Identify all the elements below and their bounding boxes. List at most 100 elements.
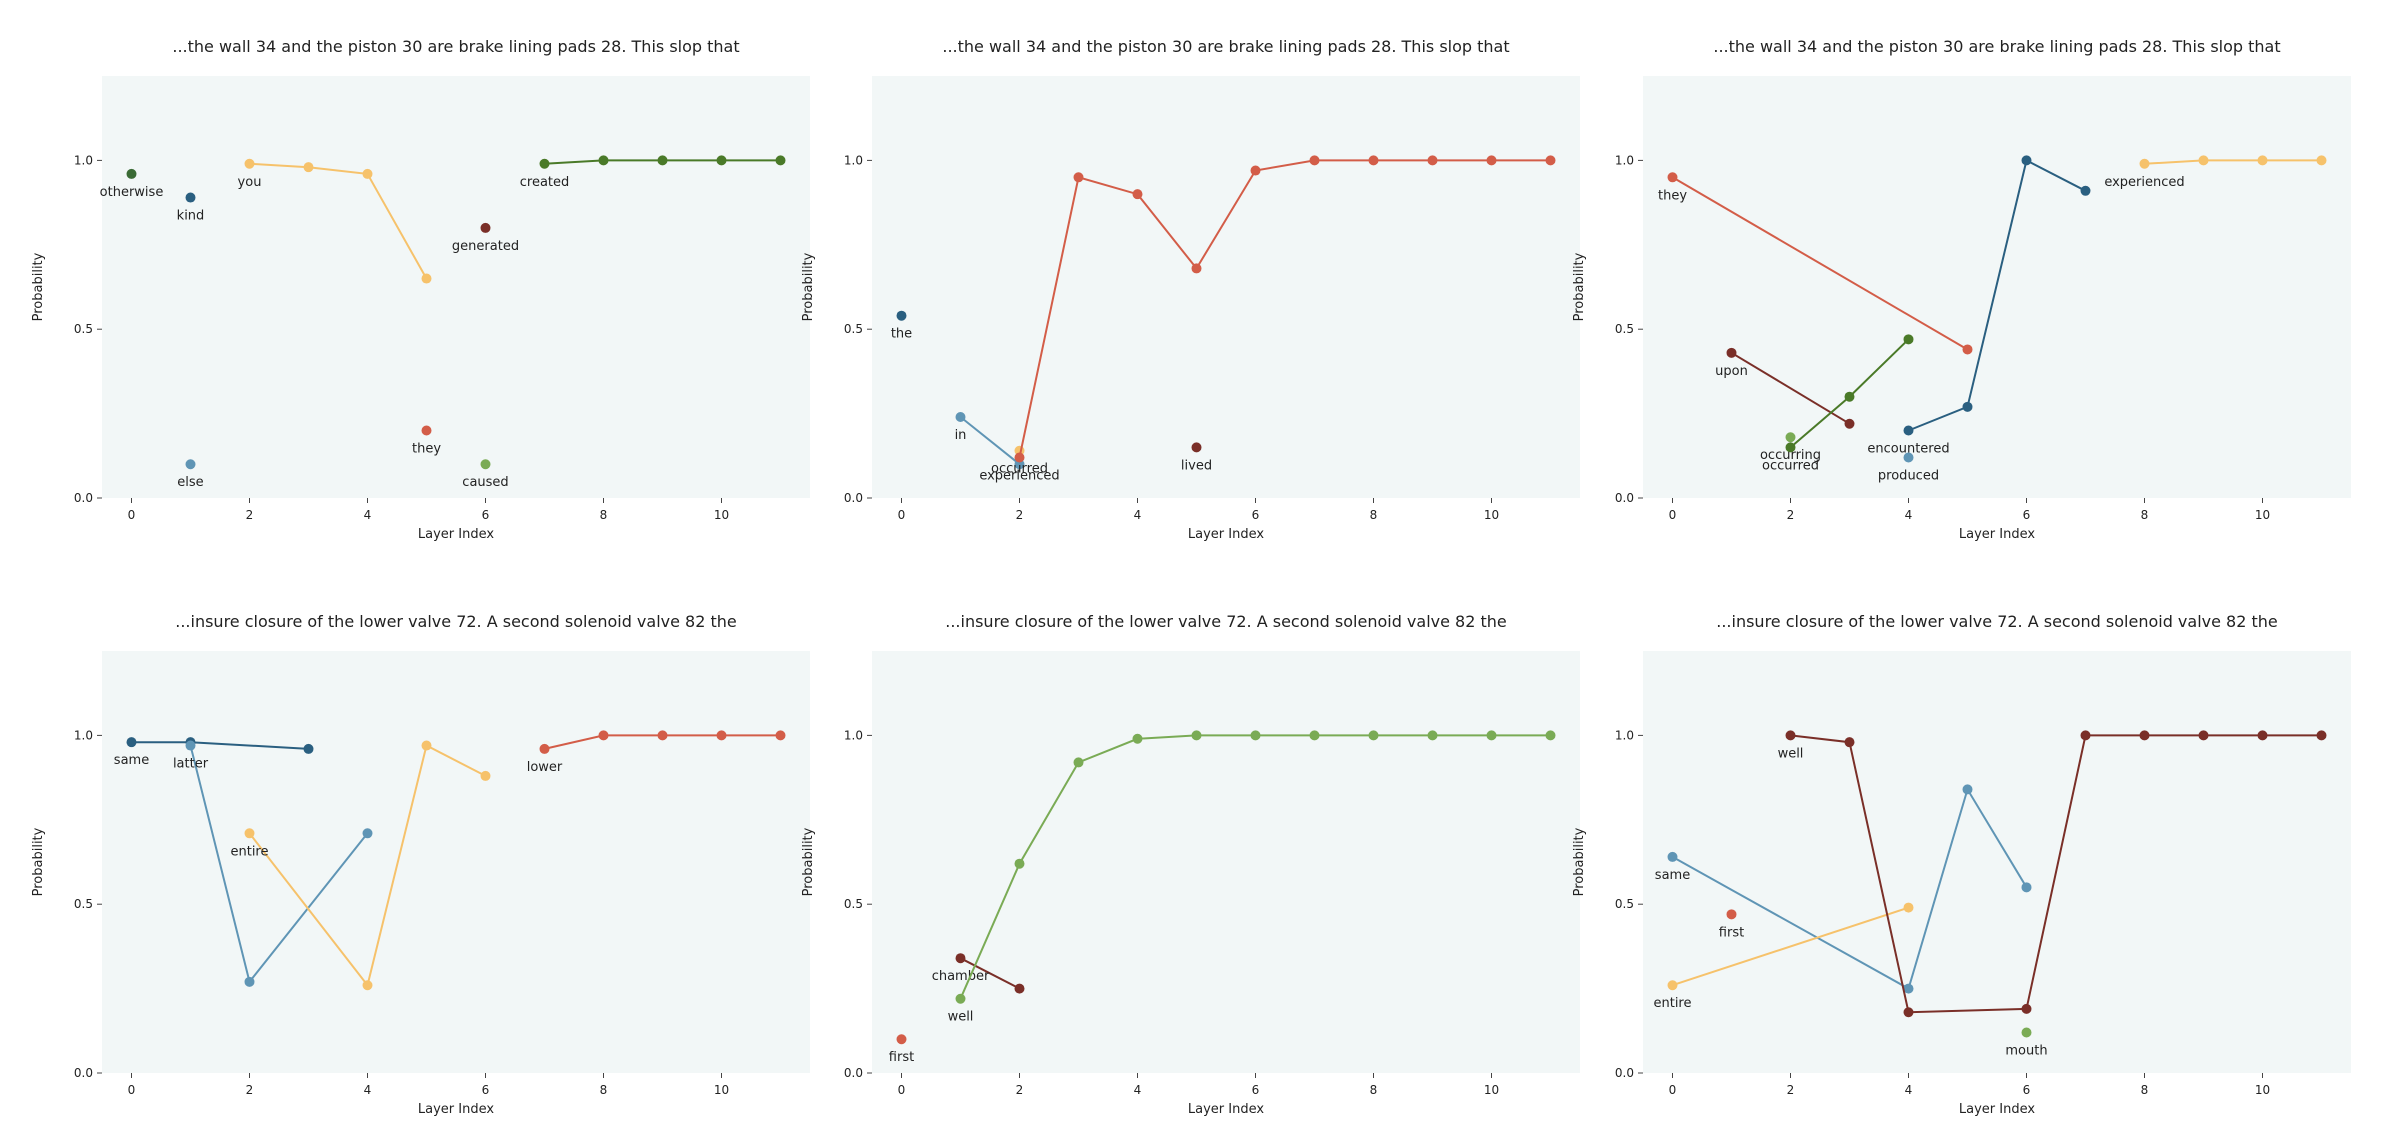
chart-panel-2: ...the wall 34 and the piston 30 are bra… — [801, 37, 1580, 542]
data-point — [1667, 172, 1678, 183]
series-line — [249, 162, 428, 280]
series-line — [960, 957, 1020, 990]
data-point — [2257, 155, 2268, 166]
y-tick-label: 0.5 — [1615, 322, 1634, 336]
series-they: they — [412, 425, 441, 456]
series-occurred: occurred — [1762, 334, 1914, 473]
x-tick-label: 8 — [2141, 508, 2149, 522]
plot-area — [102, 651, 810, 1073]
data-point — [2021, 1003, 2032, 1014]
y-tick-label: 0.5 — [844, 322, 863, 336]
series-well: well — [1778, 730, 2327, 1018]
point-label: the — [891, 327, 912, 342]
data-point — [2080, 730, 2091, 741]
data-point — [1309, 730, 1320, 741]
x-tick-label: 6 — [1252, 508, 1260, 522]
point-label: same — [114, 753, 149, 768]
x-tick-label: 2 — [246, 1083, 254, 1097]
data-point — [1844, 391, 1855, 402]
x-tick-label: 0 — [898, 1083, 906, 1097]
x-axis-label: Layer Index — [418, 527, 494, 542]
chart-title: ...insure closure of the lower valve 72.… — [175, 612, 737, 631]
data-point — [244, 976, 255, 987]
data-point — [1014, 858, 1025, 869]
series-first: first — [1719, 909, 1744, 940]
data-point — [1545, 730, 1556, 741]
data-point — [1427, 730, 1438, 741]
x-tick-label: 6 — [2023, 1083, 2031, 1097]
series-well: well — [948, 730, 1556, 1025]
series-else: else — [177, 459, 204, 490]
point-label: generated — [452, 239, 519, 254]
point-label: encountered — [1867, 441, 1949, 456]
series-you: you — [238, 158, 432, 284]
y-tick-label: 0.0 — [1615, 491, 1634, 505]
series-mouth: mouth — [2005, 1027, 2048, 1058]
data-point — [2080, 185, 2091, 196]
y-tick-label: 1.0 — [74, 153, 93, 167]
x-tick-label: 6 — [2023, 508, 2031, 522]
data-point — [1785, 432, 1796, 443]
data-point — [1962, 401, 1973, 412]
series-lower: lower — [527, 730, 786, 775]
x-tick-label: 2 — [1016, 1083, 1024, 1097]
point-label: created — [520, 175, 570, 190]
y-tick-label: 0.0 — [74, 1066, 93, 1080]
data-point — [2021, 155, 2032, 166]
x-tick-label: 2 — [1787, 1083, 1795, 1097]
series-otherwise: otherwise — [100, 168, 163, 200]
point-label: upon — [1715, 364, 1748, 379]
x-tick-label: 6 — [1252, 1083, 1260, 1097]
data-point — [2198, 730, 2209, 741]
data-point — [1844, 737, 1855, 748]
point-label: entire — [1653, 996, 1691, 1011]
data-point — [1785, 730, 1796, 741]
plot-area — [1643, 651, 2351, 1073]
data-point — [362, 828, 373, 839]
series-line — [1908, 158, 2086, 432]
data-point — [1545, 155, 1556, 166]
chart-panel-1: ...the wall 34 and the piston 30 are bra… — [31, 37, 810, 542]
point-label: occurred — [991, 462, 1048, 477]
chart-panel-6: ...insure closure of the lower valve 72.… — [1572, 612, 2351, 1117]
data-point — [716, 730, 727, 741]
x-axis-label: Layer Index — [1188, 1102, 1264, 1117]
series-chamber: chamber — [932, 953, 1025, 994]
chart-panel-4: ...insure closure of the lower valve 72.… — [31, 612, 810, 1117]
data-point — [1250, 730, 1261, 741]
point-label: else — [177, 475, 203, 490]
series-upon: upon — [1715, 347, 1855, 429]
y-tick-label: 0.0 — [844, 491, 863, 505]
series-produced: produced — [1878, 452, 1939, 483]
x-tick-label: 6 — [482, 508, 490, 522]
plot-area — [872, 651, 1580, 1073]
data-point — [185, 459, 196, 470]
x-tick-label: 2 — [1016, 508, 1024, 522]
data-point — [1014, 452, 1025, 463]
x-tick-label: 0 — [1669, 508, 1677, 522]
data-point — [716, 155, 727, 166]
y-tick-label: 1.0 — [74, 728, 93, 742]
data-point — [775, 730, 786, 741]
y-tick-label: 0.5 — [74, 322, 93, 336]
data-point — [1785, 442, 1796, 453]
data-point — [480, 222, 491, 233]
x-axis-label: Layer Index — [1959, 1102, 2035, 1117]
data-point — [362, 168, 373, 179]
series-same: same — [1655, 784, 2032, 994]
series-line — [248, 744, 486, 988]
data-point — [362, 980, 373, 991]
data-point — [1250, 165, 1261, 176]
series-experienced: experienced — [2104, 155, 2327, 190]
data-point — [1903, 425, 1914, 436]
x-tick-label: 10 — [2255, 1083, 2270, 1097]
x-tick-label: 4 — [1905, 1083, 1913, 1097]
y-tick-label: 0.0 — [74, 491, 93, 505]
data-point — [1014, 983, 1025, 994]
series-line — [1671, 176, 1969, 351]
series-encountered: encountered — [1867, 155, 2091, 456]
chart-panel-5: ...insure closure of the lower valve 72.… — [801, 612, 1580, 1117]
point-label: occurring — [1760, 448, 1821, 463]
data-point — [2257, 730, 2268, 741]
